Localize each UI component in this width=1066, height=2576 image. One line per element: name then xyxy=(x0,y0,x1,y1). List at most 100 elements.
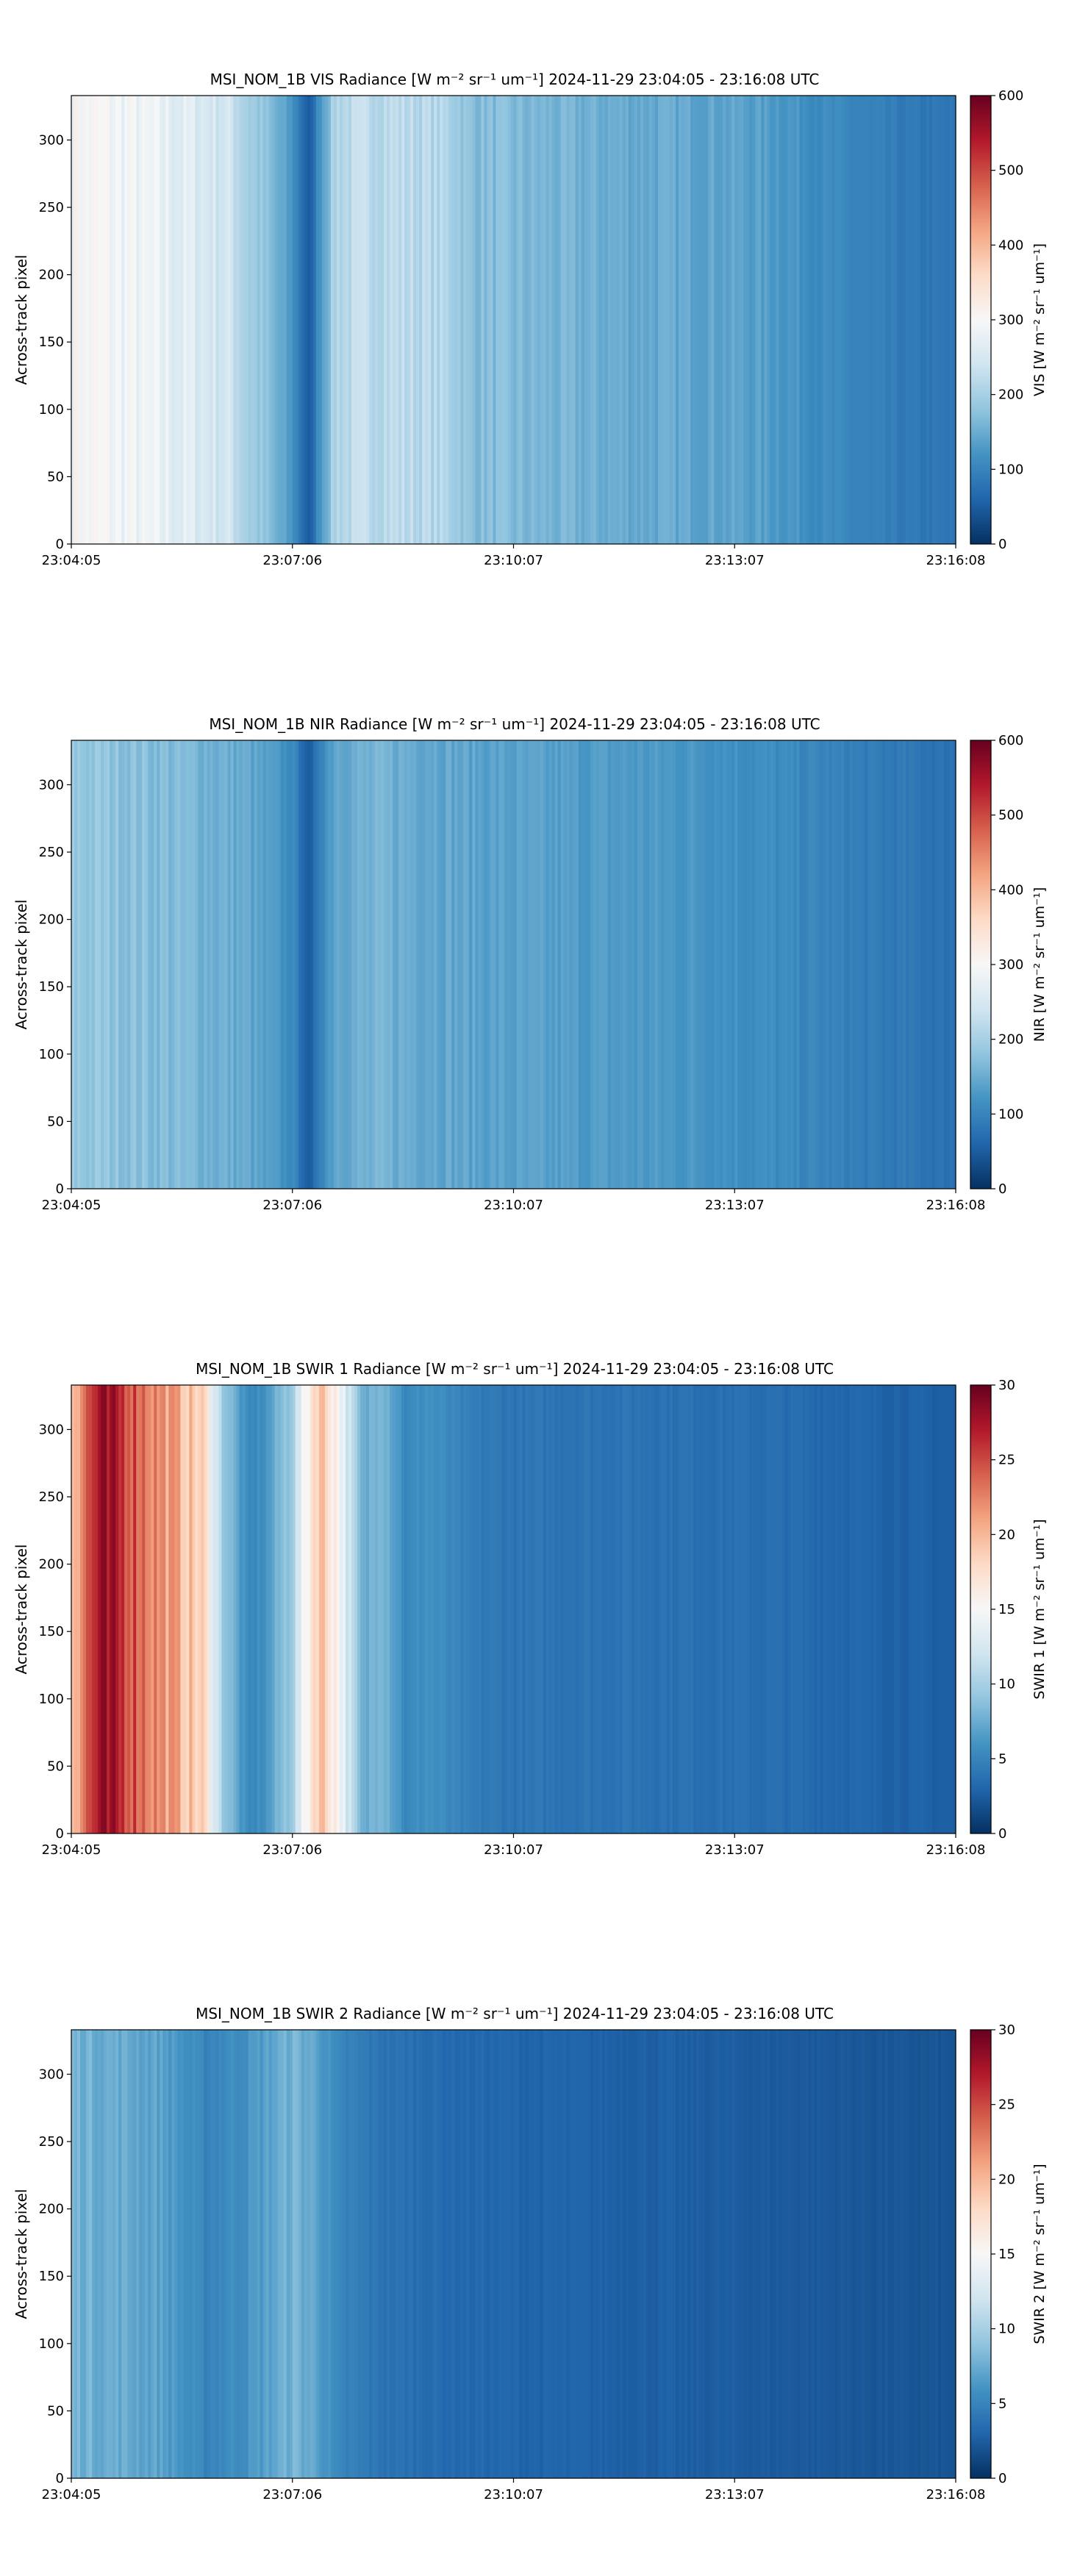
heatmap-cell xyxy=(563,740,568,1189)
heatmap-cell xyxy=(923,740,927,1189)
heatmap-cell xyxy=(154,1385,157,1833)
heatmap-cell xyxy=(528,2030,532,2478)
heatmap-cell xyxy=(601,96,606,544)
heatmap-cell xyxy=(504,740,509,1189)
panel-title: MSI_NOM_1B SWIR 1 Radiance [W m⁻² sr⁻¹ u… xyxy=(196,1360,834,1378)
heatmap-cell xyxy=(359,740,364,1189)
heatmap-cell xyxy=(83,2030,87,2478)
heatmap-cell xyxy=(236,2030,240,2478)
heatmap-cell xyxy=(457,740,461,1189)
heatmap-cell xyxy=(572,740,576,1189)
heatmap-cell xyxy=(776,96,779,544)
heatmap-cell xyxy=(481,2030,484,2478)
heatmap-cell xyxy=(466,740,470,1189)
heatmap-cell xyxy=(265,1385,270,1833)
heatmap-cell xyxy=(684,2030,688,2478)
heatmap-cell xyxy=(676,96,679,544)
colorbar-tick-label: 600 xyxy=(998,733,1023,748)
heatmap-cell xyxy=(342,1385,346,1833)
colorbar-label: NIR [W m⁻² sr⁻¹ um⁻¹] xyxy=(1031,887,1048,1042)
heatmap-cell xyxy=(513,96,518,544)
heatmap-cell xyxy=(348,1385,352,1833)
heatmap-cell xyxy=(699,96,703,544)
heatmap-cell xyxy=(787,740,792,1189)
heatmap-cell xyxy=(820,96,824,544)
heatmap-cell xyxy=(362,740,367,1189)
heatmap-cell xyxy=(230,740,235,1189)
heatmap-cell xyxy=(487,740,491,1189)
heatmap-cell xyxy=(301,1385,305,1833)
heatmap-cell xyxy=(545,1385,550,1833)
heatmap-cell xyxy=(899,96,904,544)
heatmap-cell xyxy=(746,96,750,544)
heatmap-cell xyxy=(307,2030,311,2478)
heatmap-cell xyxy=(154,740,157,1189)
heatmap-cell xyxy=(705,2030,709,2478)
heatmap-cell xyxy=(837,1385,842,1833)
heatmap-cell xyxy=(233,740,237,1189)
y-tick-label: 150 xyxy=(39,1624,64,1639)
heatmap-cell xyxy=(339,740,343,1189)
heatmap-cell xyxy=(855,2030,859,2478)
heatmap-cell xyxy=(934,2030,939,2478)
heatmap-cell xyxy=(339,96,343,544)
heatmap-cell xyxy=(805,1385,809,1833)
heatmap-cell xyxy=(593,2030,597,2478)
heatmap-cell xyxy=(227,2030,232,2478)
heatmap-cell xyxy=(262,1385,267,1833)
heatmap-cell xyxy=(289,2030,293,2478)
heatmap-cell xyxy=(428,2030,432,2478)
heatmap-cell xyxy=(952,740,956,1189)
heatmap-cell xyxy=(802,1385,806,1833)
heatmap-cell xyxy=(752,96,756,544)
heatmap-cell xyxy=(510,740,515,1189)
heatmap-cell xyxy=(148,96,151,544)
heatmap-cell xyxy=(734,96,738,544)
x-tick-label: 23:16:08 xyxy=(926,1842,986,1858)
heatmap-cell xyxy=(670,1385,673,1833)
heatmap-cell xyxy=(917,96,921,544)
heatmap-cell xyxy=(378,2030,382,2478)
heatmap-cell xyxy=(740,740,744,1189)
heatmap-cell xyxy=(393,2030,396,2478)
heatmap-cell xyxy=(192,2030,196,2478)
heatmap-cell xyxy=(204,1385,208,1833)
heatmap-cell xyxy=(731,96,735,544)
heatmap-cell xyxy=(790,1385,795,1833)
heatmap-cell xyxy=(357,96,361,544)
panel-nir: MSI_NOM_1B NIR Radiance [W m⁻² sr⁻¹ um⁻¹… xyxy=(12,715,1048,1213)
heatmap-cell xyxy=(776,2030,779,2478)
heatmap-cell xyxy=(637,2030,641,2478)
heatmap-cell xyxy=(298,96,302,544)
heatmap-cell xyxy=(887,96,892,544)
heatmap-cell xyxy=(664,740,668,1189)
y-tick-label: 100 xyxy=(39,402,64,418)
heatmap-cell xyxy=(145,1385,149,1833)
colorbar-tick-label: 300 xyxy=(998,312,1023,328)
heatmap-cell xyxy=(345,96,349,544)
heatmap-cell xyxy=(645,740,650,1189)
heatmap-cell xyxy=(560,1385,565,1833)
heatmap-cell xyxy=(519,2030,523,2478)
heatmap-cell xyxy=(498,740,503,1189)
heatmap-cell xyxy=(321,96,326,544)
heatmap-cell xyxy=(245,740,249,1189)
heatmap-cell xyxy=(776,740,779,1189)
heatmap-cell xyxy=(790,2030,795,2478)
heatmap-cell xyxy=(679,2030,682,2478)
heatmap-cell xyxy=(551,2030,556,2478)
heatmap-cell xyxy=(864,740,868,1189)
heatmap-cell xyxy=(133,2030,137,2478)
heatmap-cell xyxy=(112,96,116,544)
heatmap-cell xyxy=(478,740,482,1189)
heatmap-cell xyxy=(604,1385,609,1833)
heatmap-cell xyxy=(661,1385,665,1833)
heatmap-cell xyxy=(457,96,461,544)
heatmap-cell xyxy=(604,740,609,1189)
heatmap-cell xyxy=(416,740,420,1189)
heatmap-cell xyxy=(416,1385,420,1833)
heatmap-cell xyxy=(481,1385,484,1833)
colorbar-tick-label: 200 xyxy=(998,1032,1023,1048)
heatmap-cell xyxy=(89,740,93,1189)
heatmap-cell xyxy=(773,1385,776,1833)
